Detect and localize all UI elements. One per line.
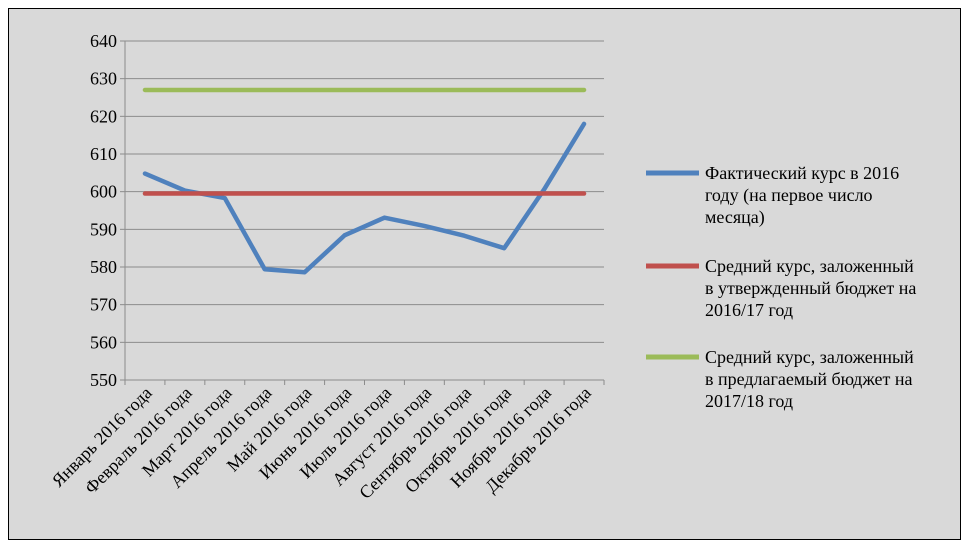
gridlines — [125, 40, 604, 343]
legend-label: Средний курс, заложенный — [705, 256, 914, 276]
y-tick-label: 620 — [90, 106, 117, 126]
legend-label: Средний курс, заложенный — [705, 347, 914, 367]
y-tick-label: 550 — [90, 370, 117, 390]
chart-area — [8, 8, 961, 540]
y-tick-label: 640 — [90, 31, 117, 51]
y-tick-label: 570 — [90, 295, 117, 315]
y-tick-label: 610 — [90, 144, 117, 164]
y-tick-label: 580 — [90, 257, 117, 277]
legend-label: месяца) — [705, 207, 765, 228]
legend-label: в предлагаемый бюджет на — [705, 369, 913, 389]
y-tick-label: 600 — [90, 182, 117, 202]
legend-label: 2016/17 год — [705, 300, 793, 320]
y-tick-label: 590 — [90, 219, 117, 239]
legend-label: в утвержденный бюджет на — [705, 278, 916, 298]
y-tick-label: 630 — [90, 69, 117, 89]
y-tick-label: 560 — [90, 332, 117, 352]
axes — [120, 40, 605, 385]
series-lines — [142, 87, 587, 275]
legend-label: 2017/18 год — [705, 391, 793, 411]
series-line-0 — [142, 121, 587, 275]
legend-label: году (на первое число — [705, 185, 873, 206]
y-axis-ticks: 640 630 620 610 600 590 580 570 560 550 — [90, 31, 117, 390]
legend-label: Фактический курс в 2016 — [705, 163, 899, 183]
